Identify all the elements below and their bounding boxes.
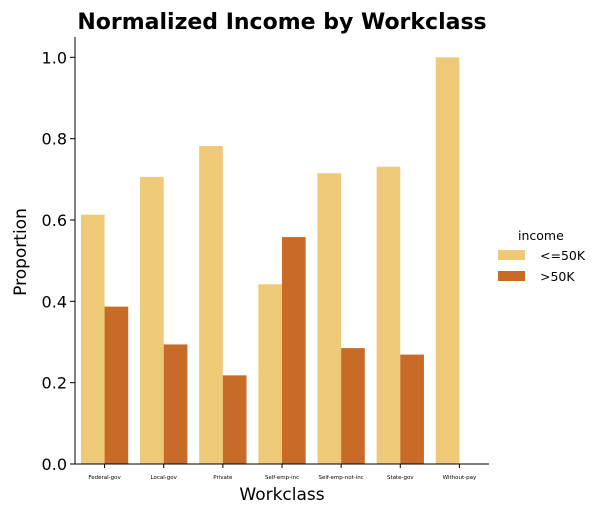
x-tick-label: Federal-gov bbox=[88, 475, 121, 481]
x-tick-label: Local-gov bbox=[151, 475, 178, 481]
bars-group bbox=[80, 57, 460, 465]
bar-self-emp-not-inc-series-1 bbox=[341, 348, 365, 464]
legend-entry: >50K bbox=[540, 269, 575, 284]
y-tick-label: 0.6 bbox=[42, 211, 67, 230]
x-tick-label: Self-emp-not-inc bbox=[319, 475, 364, 481]
bar-without-pay-series-0 bbox=[435, 57, 460, 464]
legend: income <=50K >50K bbox=[498, 228, 586, 284]
bar-local-gov-series-0 bbox=[140, 176, 164, 465]
bar-private-series-0 bbox=[199, 145, 223, 464]
bar-self-emp-inc-series-0 bbox=[258, 284, 282, 464]
legend-entry: <=50K bbox=[540, 248, 586, 263]
y-tick-label: 1.0 bbox=[42, 48, 67, 67]
legend-swatch bbox=[498, 271, 525, 281]
bar-federal-gov-series-1 bbox=[104, 306, 129, 464]
x-axis-label: Workclass bbox=[239, 485, 324, 505]
y-axis-label: Proportion bbox=[11, 208, 31, 296]
chart-title: Normalized Income by Workclass bbox=[77, 10, 486, 35]
bar-self-emp-not-inc-series-0 bbox=[317, 173, 342, 464]
bar-state-gov-series-0 bbox=[376, 166, 401, 464]
y-tick-label: 0.4 bbox=[42, 292, 67, 311]
bar-state-gov-series-1 bbox=[400, 354, 424, 464]
y-tick-label: 0.2 bbox=[42, 374, 67, 393]
bar-local-gov-series-1 bbox=[163, 344, 188, 464]
bar-federal-gov-series-0 bbox=[80, 214, 105, 464]
bar-self-emp-inc-series-1 bbox=[282, 237, 306, 464]
y-tick-label: 0.0 bbox=[42, 455, 67, 474]
axes-group: 0.0 0.2 0.4 0.6 0.8 1.0 Federal-gov Local-gov Pr… bbox=[42, 37, 489, 481]
x-tick-label: Self-emp-inc bbox=[265, 475, 299, 481]
y-tick-label: 0.8 bbox=[42, 130, 67, 149]
legend-title: income bbox=[518, 228, 564, 243]
legend-swatch bbox=[498, 250, 525, 260]
bar-private-series-1 bbox=[222, 375, 247, 464]
x-tick-label: State-gov bbox=[387, 475, 414, 481]
x-tick-label: Without-pay bbox=[443, 475, 477, 481]
x-tick-label: Private bbox=[213, 475, 233, 481]
